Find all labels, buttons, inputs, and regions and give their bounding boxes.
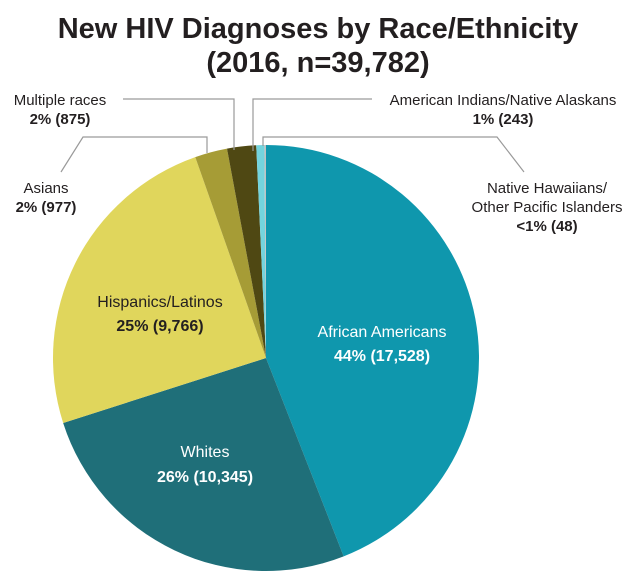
label-native-hawaiians-name-1: Native Hawaiians/ — [487, 180, 608, 197]
pie-slice-asians — [195, 148, 266, 358]
chart-subtitle: (2016, n=39,782) — [206, 47, 429, 79]
label-hispanics-name: Hispanics/Latinos — [97, 294, 222, 311]
label-african-americans-value: 44% (17,528) — [334, 348, 430, 365]
label-multiple-races-name: Multiple races — [14, 92, 107, 109]
label-native-hawaiians-value: <1% (48) — [516, 218, 577, 235]
leader-lines — [60, 98, 525, 173]
leader-line-multiple-races — [123, 98, 235, 150]
label-native-hawaiians-name-2: Other Pacific Islanders — [472, 199, 623, 216]
pie-slices — [52, 145, 479, 571]
label-asians-value: 2% (977) — [16, 199, 77, 216]
pie-slice-multiple-races — [226, 145, 266, 358]
chart-title: New HIV Diagnoses by Race/Ethnicity — [58, 13, 579, 45]
label-african-americans-name: African Americans — [318, 324, 447, 341]
label-whites-value: 26% (10,345) — [157, 469, 253, 486]
pie-slice-hispanics-latinos — [52, 157, 266, 424]
pie-slice-whites — [63, 358, 344, 571]
label-asians-name: Asians — [23, 180, 68, 197]
label-whites-name: Whites — [181, 444, 230, 461]
pie-slice-african-americans — [266, 145, 479, 557]
leader-line-american-indians — [252, 98, 372, 151]
leader-line-native-hawaiians — [262, 136, 525, 173]
pie-slice-american-indians-native-alaskans — [256, 145, 266, 358]
label-multiple-races-value: 2% (875) — [30, 111, 91, 128]
label-hispanics-value: 25% (9,766) — [116, 318, 203, 335]
label-american-indians-name: American Indians/Native Alaskans — [390, 92, 617, 109]
pie-slice-native-hawaiians-other-pacific-islanders — [264, 145, 266, 358]
label-american-indians-value: 1% (243) — [473, 111, 534, 128]
leader-line-asians — [60, 136, 208, 173]
